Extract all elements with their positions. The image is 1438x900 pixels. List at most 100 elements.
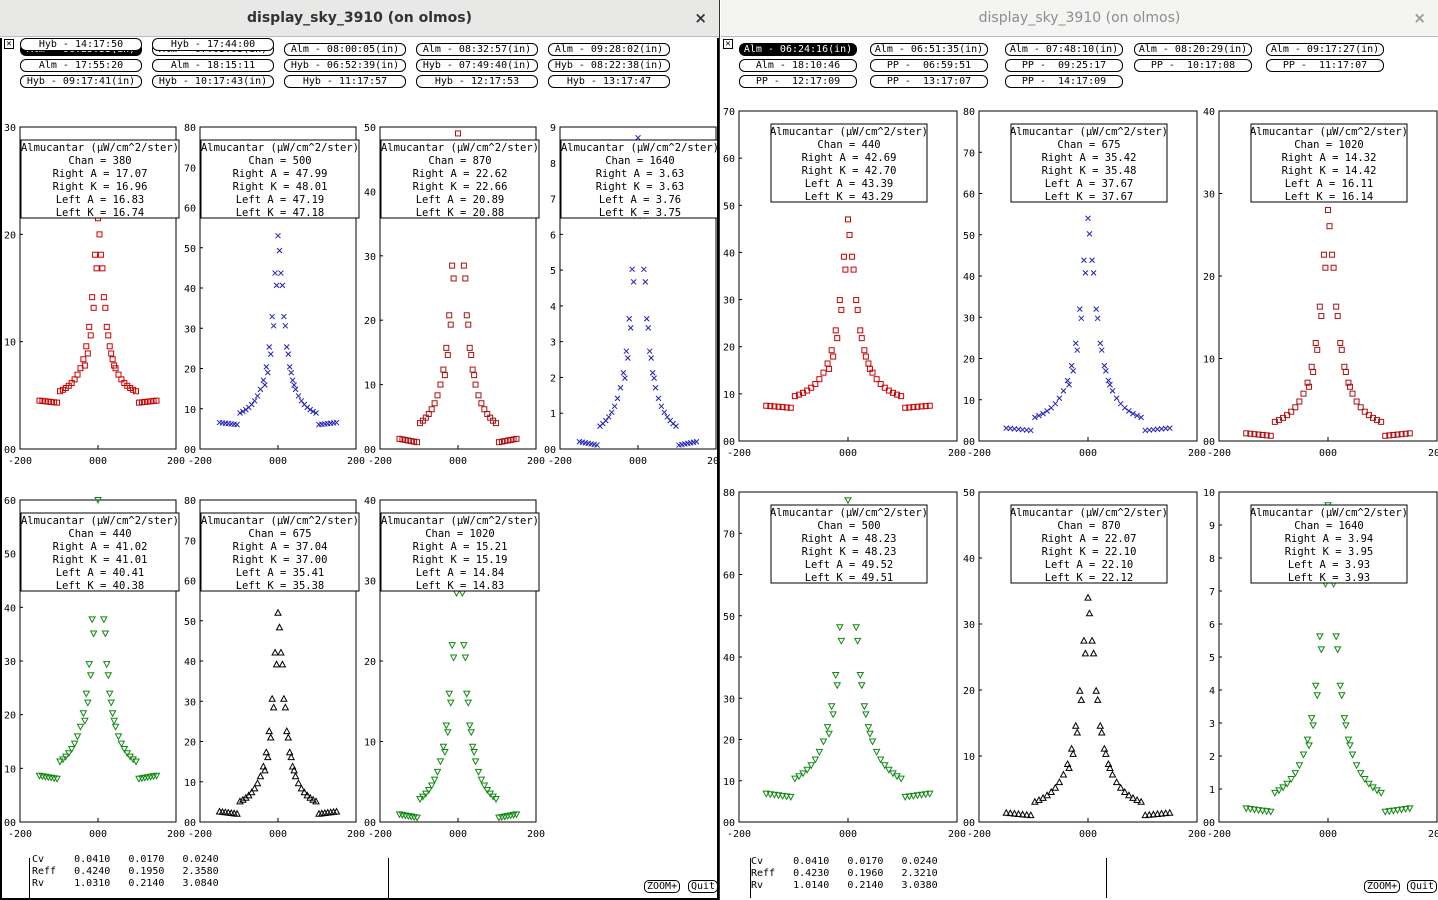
data-point-25: [635, 134, 641, 141]
quit-button[interactable]: Quit: [1407, 880, 1438, 893]
zoom-button[interactable]: ZOOM+: [1364, 880, 1401, 893]
data-point-38: [655, 395, 662, 402]
data-point-11: [247, 788, 256, 796]
data-point-14: [437, 381, 444, 388]
legend-line-lk: Left K = 22.12: [1045, 572, 1134, 584]
scan-button-3[interactable]: Alm - 08:32:57(in): [416, 43, 538, 56]
legend-line-rk: Right K = 22.10: [1042, 546, 1137, 558]
scan-button-1[interactable]: Alm - 06:51:35(in): [870, 43, 988, 56]
data-point-4: [779, 404, 786, 411]
scan-button-15[interactable]: Hyb - 14:17:50: [20, 38, 142, 51]
data-point-34: [467, 729, 476, 737]
data-point-18: [444, 351, 451, 358]
y-tick-label: 00: [963, 818, 975, 829]
data-point-28: [639, 213, 646, 219]
scan-button-12[interactable]: Hyb - 11:17:57: [284, 75, 406, 88]
y-tick-label: 40: [963, 272, 975, 283]
data-point-11: [68, 379, 75, 386]
scan-button-16[interactable]: Hyb - 17:44:00: [152, 38, 274, 51]
close-icon[interactable]: ×: [1413, 9, 1426, 27]
scan-button-9[interactable]: Hyb - 08:22:38(in): [548, 59, 670, 72]
scan-button-10[interactable]: Hyb - 09:17:41(in): [20, 75, 142, 88]
scan-button-9[interactable]: PP - 11:17:07: [1266, 59, 1384, 72]
corner-box-icon[interactable]: ✕: [4, 39, 14, 49]
scan-button-0[interactable]: Alm - 06:24:16(in): [739, 43, 857, 56]
scan-button-6[interactable]: Alm - 18:15:11: [152, 59, 274, 72]
scan-button-5[interactable]: Alm - 17:55:20: [20, 59, 142, 72]
titlebar-right[interactable]: display_sky_3910 (on olmos) ×: [721, 0, 1438, 37]
quit-button[interactable]: Quit: [688, 880, 717, 893]
scan-button-5[interactable]: Alm - 18:10:46: [739, 59, 857, 72]
scan-button-7[interactable]: Hyb - 06:52:39(in): [284, 59, 406, 72]
data-point-20: [267, 351, 274, 357]
scan-button-7[interactable]: PP - 09:25:17: [1005, 59, 1123, 72]
titlebar-left[interactable]: display_sky_3910 (on olmos) ×: [0, 0, 719, 37]
data-point-44: [133, 388, 140, 395]
close-icon[interactable]: ×: [694, 9, 707, 27]
data-point-46: [1386, 432, 1393, 439]
scan-button-11[interactable]: PP - 13:17:07: [870, 75, 988, 88]
data-point-19: [831, 671, 840, 680]
scan-button-12[interactable]: PP - 14:17:09: [1005, 75, 1123, 88]
data-point-8: [59, 756, 67, 764]
data-point-37: [112, 365, 119, 372]
data-point-5: [231, 421, 237, 428]
data-point-14: [436, 758, 445, 766]
scan-button-3[interactable]: Alm - 08:20:29(in): [1134, 43, 1252, 56]
data-point-51: [333, 419, 340, 426]
scan-button-6[interactable]: PP - 06:59:51: [870, 59, 988, 72]
data-point-29: [460, 262, 467, 269]
data-point-49: [1158, 426, 1165, 432]
panel-divider: [29, 858, 30, 898]
data-point-39: [1356, 770, 1365, 778]
data-point-25: [1324, 502, 1332, 510]
scan-button-8[interactable]: PP - 10:17:08: [1134, 59, 1252, 72]
y-tick-label: 30: [963, 313, 975, 324]
scan-button-4[interactable]: Alm - 09:17:27(in): [1266, 43, 1384, 56]
scan-button-2[interactable]: Alm - 07:48:10(in): [1005, 43, 1123, 56]
data-point-51: [332, 807, 341, 815]
data-point-26: [456, 152, 463, 159]
data-point-39: [658, 403, 665, 410]
y-tick-label: 20: [4, 230, 16, 241]
y-tick-label: 60: [723, 571, 735, 582]
legend-box: Almucantar (µW/cm^2/ster)Chan = 440Right…: [20, 512, 180, 592]
data-point-34: [1342, 368, 1349, 375]
data-point-25: [274, 608, 282, 616]
data-point-7: [791, 393, 798, 400]
y-tick-label: 00: [4, 445, 16, 456]
plot-frame: [978, 110, 1198, 442]
scan-button-4[interactable]: Alm - 09:28:02(in): [548, 43, 670, 56]
data-point-49: [918, 403, 925, 410]
data-point-32: [1337, 692, 1346, 700]
data-point-30: [854, 306, 861, 313]
data-point-40: [121, 379, 128, 386]
data-point-48: [914, 403, 921, 410]
data-point-19: [1311, 682, 1320, 690]
legend-box: Almucantar (µW/cm^2/ster)Chan = 675Right…: [200, 512, 360, 592]
data-point-11: [807, 762, 816, 770]
data-point-39: [876, 756, 885, 764]
zoom-button[interactable]: ZOOM+: [644, 880, 681, 893]
scan-button-2[interactable]: Alm - 08:00:05(in): [284, 43, 406, 56]
data-point-44: [1137, 797, 1145, 805]
x-tick-label: -200: [727, 829, 751, 840]
data-point-48: [684, 440, 691, 447]
data-point-15: [440, 366, 447, 373]
data-point-23: [1320, 562, 1328, 570]
y-tick-label: 7: [1209, 587, 1215, 598]
y-tick-label: 50: [184, 617, 196, 628]
data-point-50: [1161, 809, 1170, 817]
scan-button-11[interactable]: Hyb - 10:17:43(in): [152, 75, 274, 88]
y-tick-label: 20: [963, 686, 975, 697]
x-tick-label: 000: [1319, 448, 1337, 459]
scan-button-13[interactable]: Hyb - 12:17:53: [416, 75, 538, 88]
scan-button-8[interactable]: Hyb - 07:49:40(in): [416, 59, 538, 72]
data-point-30: [642, 279, 649, 285]
data-point-9: [800, 389, 807, 396]
data-point-6: [53, 775, 61, 783]
data-point-30: [1333, 646, 1342, 654]
scan-button-14[interactable]: Hyb - 13:17:47: [548, 75, 670, 88]
corner-box-icon[interactable]: ✕: [723, 39, 733, 49]
scan-button-10[interactable]: PP - 12:17:09: [739, 75, 857, 88]
